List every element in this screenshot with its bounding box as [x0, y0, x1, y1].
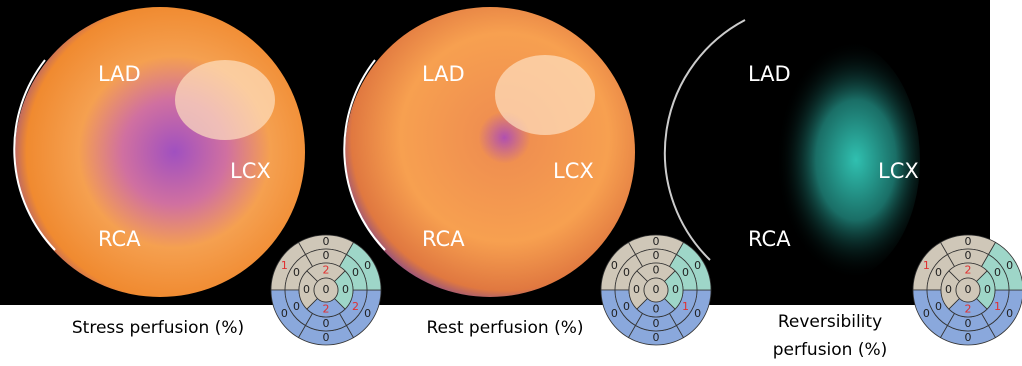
segment-score: 0	[923, 307, 930, 320]
segment-score: 0	[965, 235, 972, 248]
segment-score: 0	[672, 283, 679, 296]
segment-score: 0	[323, 235, 330, 248]
segment-score: 0	[293, 266, 300, 279]
segment-score: 1	[281, 259, 288, 272]
segment-score: 0	[293, 300, 300, 313]
segment-score: 2	[323, 303, 330, 316]
segment-score: 0	[653, 249, 660, 262]
region-label: RCA	[748, 227, 791, 251]
segment-score: 2	[323, 264, 330, 277]
segment-score: 0	[342, 283, 349, 296]
segment-score: 1	[994, 300, 1001, 313]
segment-score: 0	[281, 307, 288, 320]
segment-score: 0	[965, 331, 972, 344]
segment-score: 0	[323, 317, 330, 330]
caption: perfusion (%)	[773, 340, 888, 360]
segment-score: 0	[653, 235, 660, 248]
segment-score: 0	[965, 249, 972, 262]
segment-score: 0	[352, 266, 359, 279]
segment-score: 0	[611, 259, 618, 272]
region-label: LCX	[230, 159, 271, 183]
segment-score: 0	[323, 283, 330, 296]
segment-score: 0	[1006, 259, 1013, 272]
segment-score: 0	[965, 317, 972, 330]
hotspot	[495, 55, 595, 135]
segment-score: 0	[984, 283, 991, 296]
region-label: RCA	[98, 227, 141, 251]
segment-score: 1	[923, 259, 930, 272]
segment-score: 0	[653, 317, 660, 330]
segment-score: 0	[623, 300, 630, 313]
segment-score: 0	[965, 283, 972, 296]
segment-score: 0	[945, 283, 952, 296]
segment-score: 2	[965, 264, 972, 277]
figure: LADLCXRCAStress perfusion (%)01000000002…	[0, 0, 1022, 366]
segment-score: 1	[682, 300, 689, 313]
segment-score: 0	[694, 307, 701, 320]
segment-score: 0	[935, 300, 942, 313]
region-label: LCX	[878, 159, 919, 183]
region-label: LCX	[553, 159, 594, 183]
segment-score: 0	[682, 266, 689, 279]
segment-score: 0	[364, 307, 371, 320]
segment-score: 0	[323, 331, 330, 344]
segment-score: 2	[965, 303, 972, 316]
rest-polar-map	[345, 7, 635, 297]
region-label: LAD	[98, 62, 141, 86]
segment-score: 0	[323, 249, 330, 262]
caption: Stress perfusion (%)	[72, 318, 244, 338]
caption: Reversibility	[778, 312, 882, 332]
segment-score: 0	[303, 283, 310, 296]
segment-score: 0	[694, 259, 701, 272]
segment-score: 0	[994, 266, 1001, 279]
segment-score: 0	[653, 331, 660, 344]
segment-score: 0	[623, 266, 630, 279]
region-label: LAD	[422, 62, 465, 86]
stress-polar-map	[15, 7, 305, 297]
segment-score: 0	[364, 259, 371, 272]
caption: Rest perfusion (%)	[426, 318, 583, 338]
segment-score: 0	[653, 283, 660, 296]
hotspot	[175, 60, 275, 140]
segment-score: 0	[935, 266, 942, 279]
segment-score: 2	[352, 300, 359, 313]
segment-score: 0	[611, 307, 618, 320]
segment-score: 0	[653, 303, 660, 316]
segment-score: 0	[653, 264, 660, 277]
segment-score: 0	[1006, 307, 1013, 320]
region-label: RCA	[422, 227, 465, 251]
region-label: LAD	[748, 62, 791, 86]
segment-score: 0	[633, 283, 640, 296]
